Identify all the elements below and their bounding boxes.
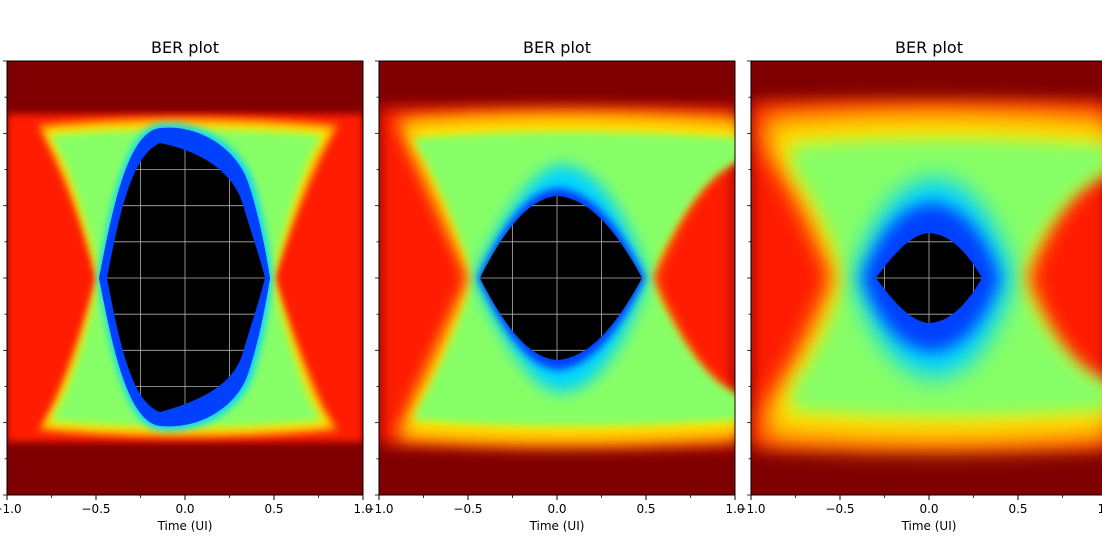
panel-3-xtick-label-4: 1.0 [1097, 502, 1102, 516]
panel-2-grid [480, 196, 642, 360]
panel-3-gridlines [876, 233, 982, 323]
panel-2-title: BER plot [523, 38, 591, 57]
panel-2-xlabel: Time (UI) [529, 519, 585, 533]
panel-1-xtick-label-2: 0.0 [175, 502, 194, 516]
panel-1-eye-opening [107, 143, 265, 412]
panel-3-xlabel: Time (UI) [901, 519, 957, 533]
panel-1-xlabel: Time (UI) [157, 519, 213, 533]
panel-1-title: BER plot [151, 38, 219, 57]
panel-3-xtick-label-1: −0.5 [825, 502, 854, 516]
panel-1-xtick-label-1: −0.5 [81, 502, 110, 516]
panel-2-xtick-label-4: 1.0 [725, 502, 744, 516]
panel-2-heatmap [379, 61, 735, 495]
panel-1-xtick-label-4: 1.0 [353, 502, 372, 516]
panel-3-xtick-label-0: −1.0 [736, 502, 765, 516]
panel-1-xtick-label-3: 0.5 [264, 502, 283, 516]
panel-3-grid [876, 233, 982, 323]
panel-3: BER plot [751, 38, 1102, 495]
panel-3-axes: −1.0 −0.5 0.0 0.5 1.0 Time (UI) [736, 60, 1102, 533]
panel-1-axes: −1.0 −0.5 0.0 0.5 1.0 Time (UI) [0, 60, 373, 533]
panel-3-title: BER plot [895, 38, 963, 57]
panel-1-gridlines [107, 143, 265, 412]
panel-1-xtick-label-0: −1.0 [0, 502, 22, 516]
panel-2-axes: −1.0 −0.5 0.0 0.5 1.0 Time (UI) [364, 60, 745, 533]
panel-3-xtick-label-2: 0.0 [919, 502, 938, 516]
panel-2: BER plot [379, 38, 735, 495]
panel-1-grid [107, 143, 265, 412]
panel-2-gridlines [480, 196, 642, 360]
panel-3-xtick-label-3: 0.5 [1008, 502, 1027, 516]
panel-2-xtick-label-0: −1.0 [364, 502, 393, 516]
panel-2-xtick-label-1: −0.5 [453, 502, 482, 516]
panel-2-xtick-label-3: 0.5 [636, 502, 655, 516]
panel-2-xtick-label-2: 0.0 [547, 502, 566, 516]
axes-layer: −1.0 −0.5 0.0 0.5 1.0 Time (UI) −1.0 −0.5 0.0 0.5… [0, 60, 1102, 533]
